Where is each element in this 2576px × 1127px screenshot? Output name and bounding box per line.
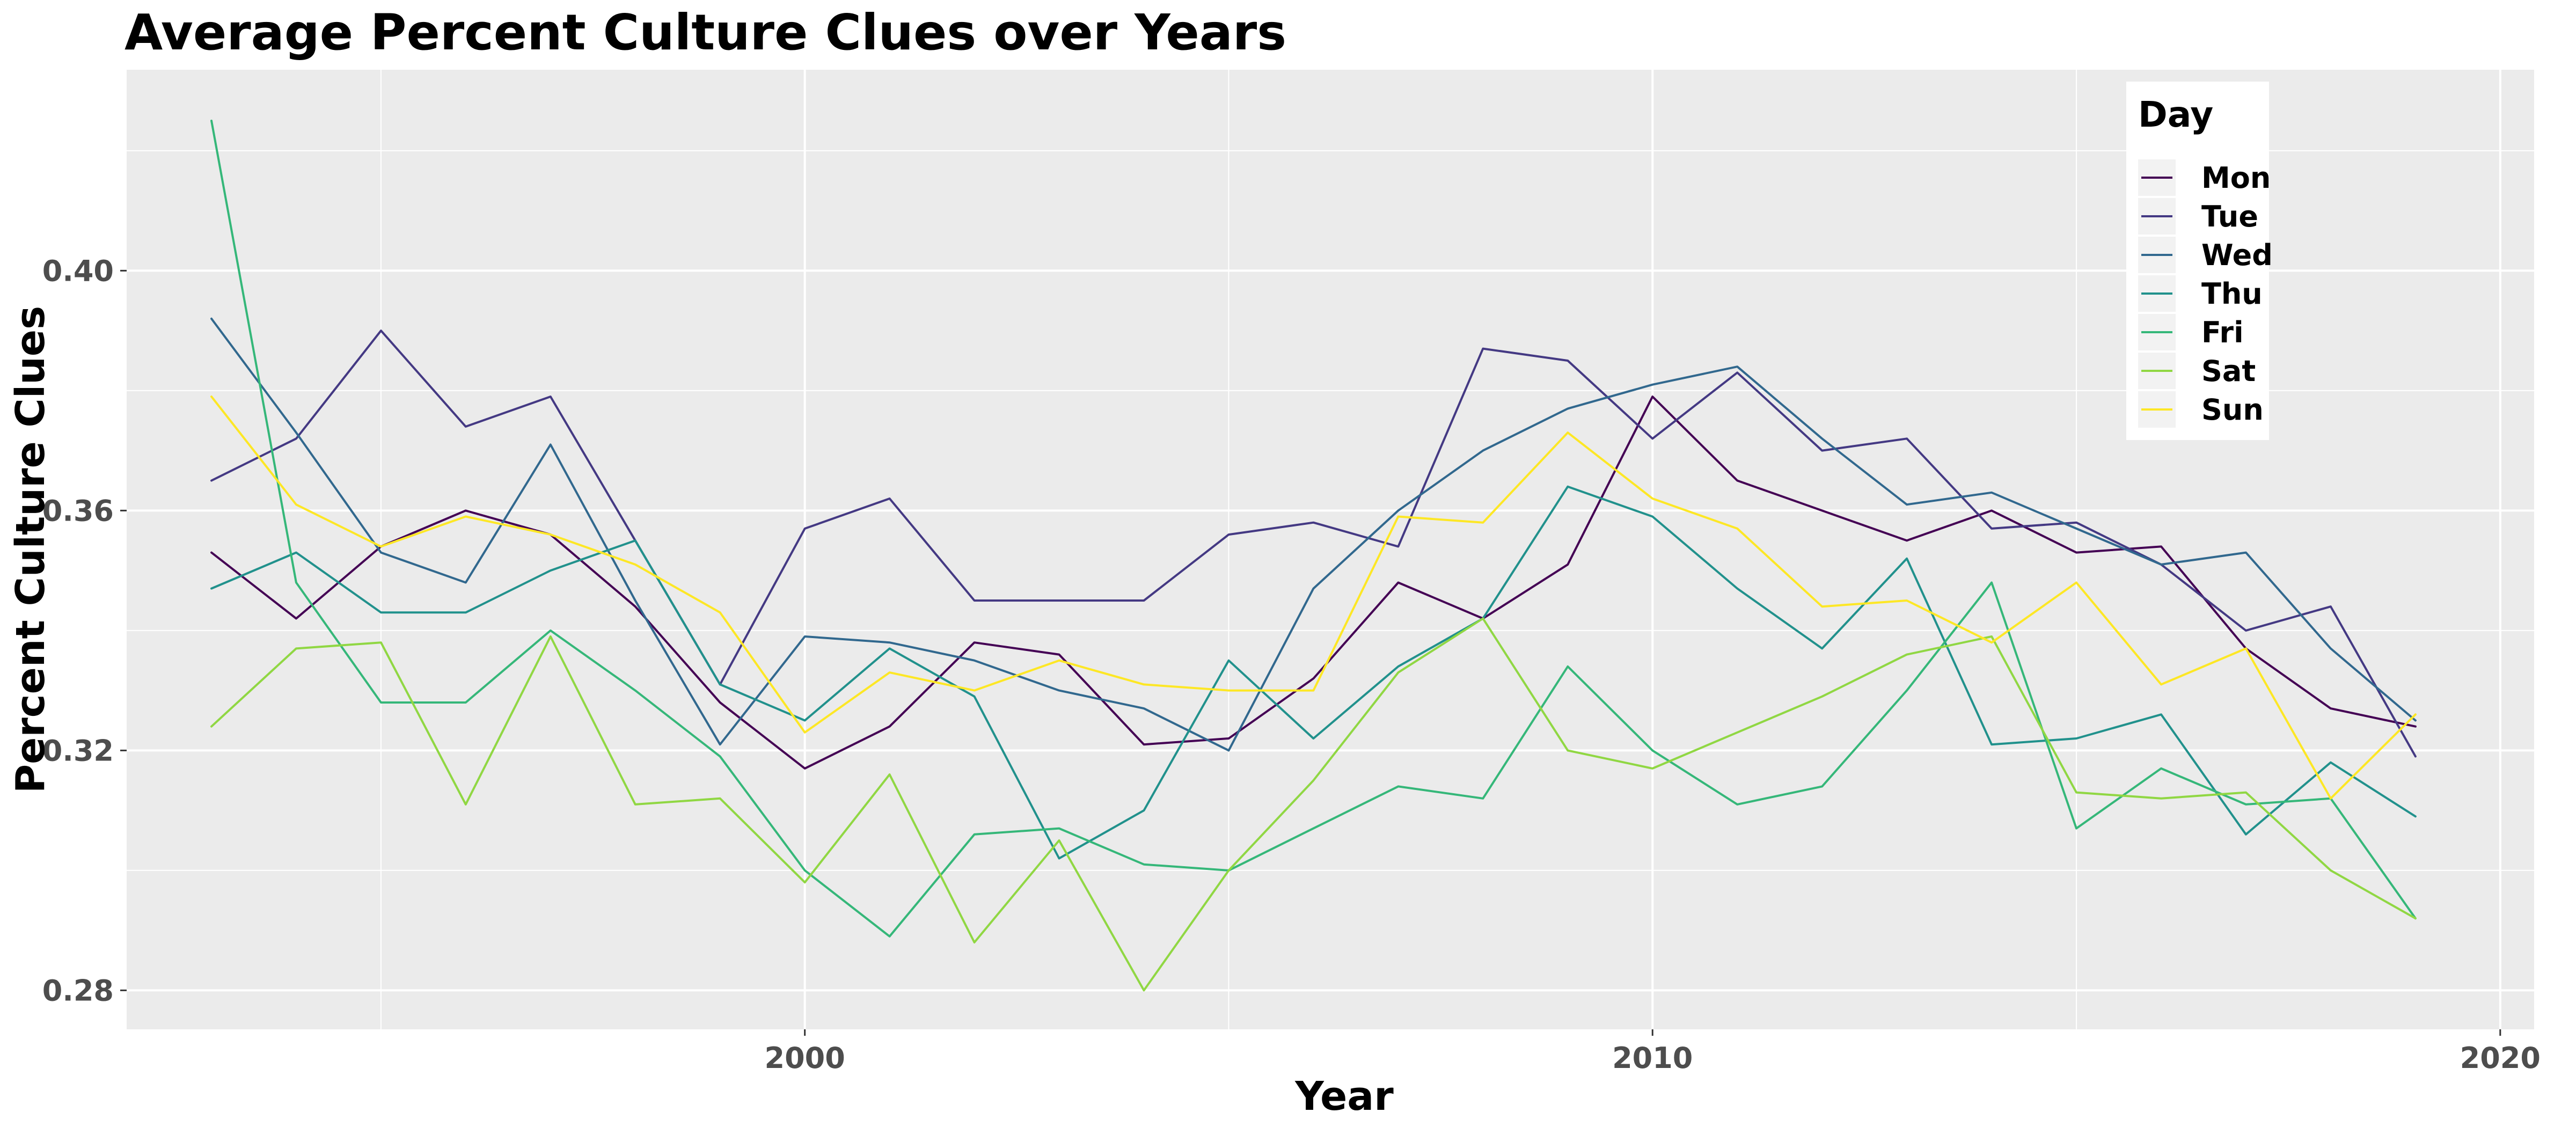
x-axis-title: Year (1294, 1073, 1394, 1119)
x-tick-label: 2020 (2460, 1041, 2541, 1075)
legend-label-thu: Thu (2201, 277, 2263, 311)
legend-label-tue: Tue (2201, 200, 2258, 233)
y-tick-label: 0.28 (42, 974, 114, 1007)
series-line-wed (210, 317, 2417, 752)
y-tick-label: 0.36 (42, 494, 114, 528)
y-axis-title: Percent Culture Clues (8, 306, 54, 793)
x-tick-label: 2010 (1612, 1041, 1693, 1075)
legend-label-wed: Wed (2201, 238, 2273, 272)
series-lines (210, 120, 2417, 992)
legend-label-fri: Fri (2201, 316, 2244, 349)
x-axis-ticks: 2000 2010 2020 (765, 1029, 2541, 1075)
legend-label-sun: Sun (2201, 393, 2264, 427)
legend-items: Mon Tue Wed Thu Fri Sat Sun (2138, 159, 2273, 428)
major-gridlines (127, 70, 2534, 1029)
y-tick-label: 0.40 (42, 254, 114, 288)
series-line-fri (210, 120, 2417, 938)
legend-label-mon: Mon (2201, 161, 2271, 195)
chart-title: Average Percent Culture Clues over Years (125, 4, 1286, 61)
legend: Day Mon Tue Wed Thu Fri Sat Sun (2126, 82, 2273, 440)
series-line-mon (210, 396, 2417, 770)
series-line-sat (210, 617, 2417, 992)
y-tick-label: 0.32 (42, 734, 114, 767)
legend-label-sat: Sat (2201, 354, 2256, 388)
series-line-tue (210, 330, 2417, 758)
x-tick-label: 2000 (765, 1041, 845, 1075)
y-axis-ticks: 0.28 0.32 0.36 0.40 (42, 254, 127, 1007)
legend-title: Day (2138, 94, 2213, 135)
series-line-sun (210, 396, 2417, 800)
